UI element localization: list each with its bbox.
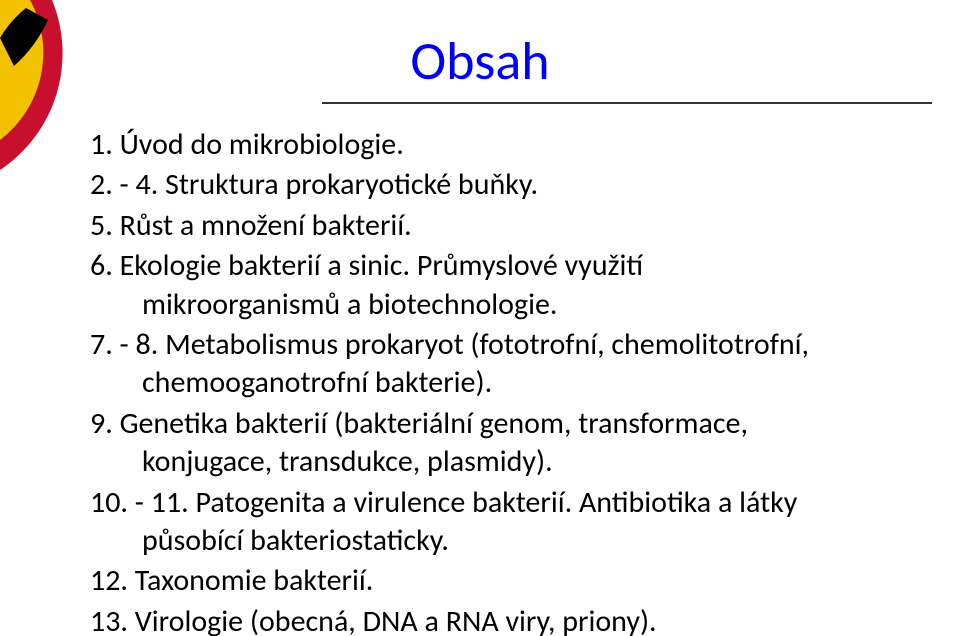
item-number: 6. <box>90 247 120 284</box>
item-number: 9. <box>90 405 120 442</box>
item-text: Patogenita a virulence bakterií. Antibio… <box>196 484 798 521</box>
item-text: Genetika bakterií (bakteriální genom, tr… <box>120 405 748 442</box>
item-number: 13. <box>90 603 135 636</box>
item-continuation: působící bakteriostaticky. <box>90 522 920 560</box>
list-item: 6. Ekologie bakterií a sinic. Průmyslové… <box>90 247 920 324</box>
item-number: 7. - 8. <box>90 326 165 363</box>
item-continuation: konjugace, transdukce, plasmidy). <box>90 443 920 481</box>
item-text: Růst a množení bakterií. <box>120 207 412 244</box>
list-item: 9. Genetika bakterií (bakteriální genom,… <box>90 405 920 482</box>
list-item: 13. Virologie (obecná, DNA a RNA viry, p… <box>90 603 920 636</box>
page-title: Obsah <box>0 28 960 94</box>
item-text: Taxonomie bakterií. <box>135 562 374 599</box>
content-list: 1. Úvod do mikrobiologie. 2. - 4. Strukt… <box>90 126 920 636</box>
item-text: Struktura prokaryotické buňky. <box>165 166 538 203</box>
list-item: 1. Úvod do mikrobiologie. <box>90 126 920 164</box>
list-item: 2. - 4. Struktura prokaryotické buňky. <box>90 166 920 204</box>
item-number: 5. <box>90 207 120 244</box>
slide: Obsah 1. Úvod do mikrobiologie. 2. - 4. … <box>0 0 960 636</box>
item-number: 10. - 11. <box>90 484 196 521</box>
item-text: Virologie (obecná, DNA a RNA viry, prion… <box>135 603 657 636</box>
item-text: Metabolismus prokaryot (fototrofní, chem… <box>165 326 809 363</box>
list-item: 10. - 11. Patogenita a virulence bakteri… <box>90 484 920 561</box>
list-item: 7. - 8. Metabolismus prokaryot (fototrof… <box>90 326 920 403</box>
list-item: 12. Taxonomie bakterií. <box>90 562 920 600</box>
item-text: Ekologie bakterií a sinic. Průmyslové vy… <box>120 247 643 284</box>
item-continuation: chemooganotrofní bakterie). <box>90 364 920 402</box>
item-continuation: mikroorganismů a biotechnologie. <box>90 286 920 324</box>
item-number: 1. <box>90 126 120 163</box>
title-underline <box>322 102 932 104</box>
item-number: 12. <box>90 562 135 599</box>
item-text: Úvod do mikrobiologie. <box>120 126 404 163</box>
item-number: 2. - 4. <box>90 166 165 203</box>
list-item: 5. Růst a množení bakterií. <box>90 207 920 245</box>
